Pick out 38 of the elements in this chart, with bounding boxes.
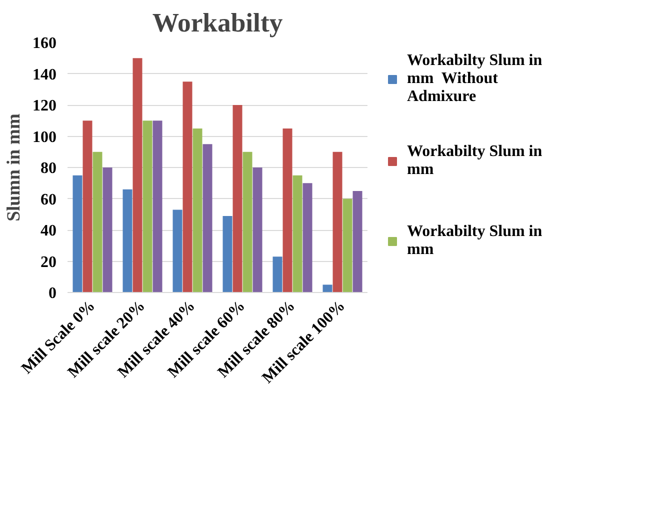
y-tick-label: 100 (32, 128, 56, 146)
y-axis-title: Slumn in mm (4, 113, 24, 222)
bar (92, 152, 102, 292)
bar (172, 210, 182, 292)
y-tick-label: 120 (32, 98, 56, 114)
legend-label: Workabilty Slum in mm (407, 142, 542, 180)
bar (322, 284, 332, 292)
bar (242, 152, 252, 292)
bar (72, 175, 82, 292)
bar (152, 120, 162, 292)
bar (142, 120, 152, 292)
y-tick-label: 40 (40, 222, 56, 240)
y-tick-label: 80 (40, 160, 56, 177)
bar (332, 152, 342, 292)
bar (192, 128, 202, 292)
bar (232, 105, 242, 292)
legend-label: Workabilty Slum in mm (407, 222, 542, 260)
legend-label: Workabilty Slum in mm Without Admixure (407, 52, 542, 106)
bar (282, 128, 292, 292)
bar (132, 58, 142, 292)
y-tick-label: 0 (48, 285, 56, 302)
y-tick-label: 20 (40, 254, 56, 271)
bar (272, 256, 282, 292)
bar (82, 120, 92, 292)
bar (352, 190, 362, 292)
bar (342, 198, 352, 292)
bar (292, 175, 302, 292)
bar (202, 144, 212, 292)
chart-title: Workabilty (152, 8, 284, 38)
bar (122, 189, 132, 292)
bar (302, 183, 312, 292)
y-tick-label: 140 (32, 66, 56, 84)
bar (252, 168, 262, 292)
y-tick-label: 160 (32, 35, 56, 52)
y-tick-label: 60 (40, 191, 56, 208)
bar (182, 82, 192, 292)
bar (102, 168, 112, 292)
bar (222, 216, 232, 292)
